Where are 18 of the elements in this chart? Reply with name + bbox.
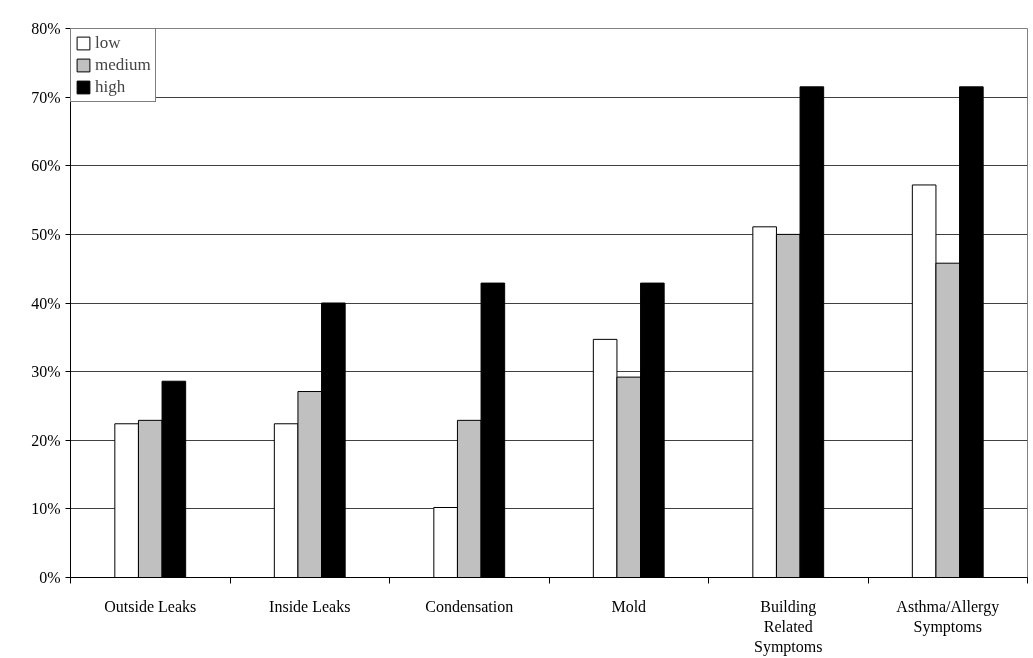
y-tick-label: 40% — [31, 294, 61, 312]
legend-label: low — [95, 33, 121, 53]
x-tick-label: Outside Leaks — [104, 597, 197, 615]
y-tick-label: 20% — [31, 431, 61, 449]
y-tick-label: 70% — [31, 88, 61, 106]
y-tick-label: 10% — [31, 500, 61, 518]
y-tick-label: 60% — [31, 157, 61, 175]
x-tick-label: Mold — [611, 597, 647, 615]
x-tick-label: Building Related Symptoms — [754, 597, 823, 657]
legend-label: medium — [95, 55, 151, 75]
y-tick-label: 50% — [31, 225, 61, 243]
x-tick-label: Condensation — [425, 597, 514, 615]
y-tick-label: 30% — [31, 363, 61, 381]
y-tick-label: 0% — [39, 569, 61, 586]
x-tick-label: Inside Leaks — [269, 597, 351, 615]
legend-label: high — [95, 77, 126, 97]
x-tick-label: Asthma/Allergy Symptoms — [896, 597, 1000, 636]
y-tick-label: 80% — [31, 20, 61, 37]
